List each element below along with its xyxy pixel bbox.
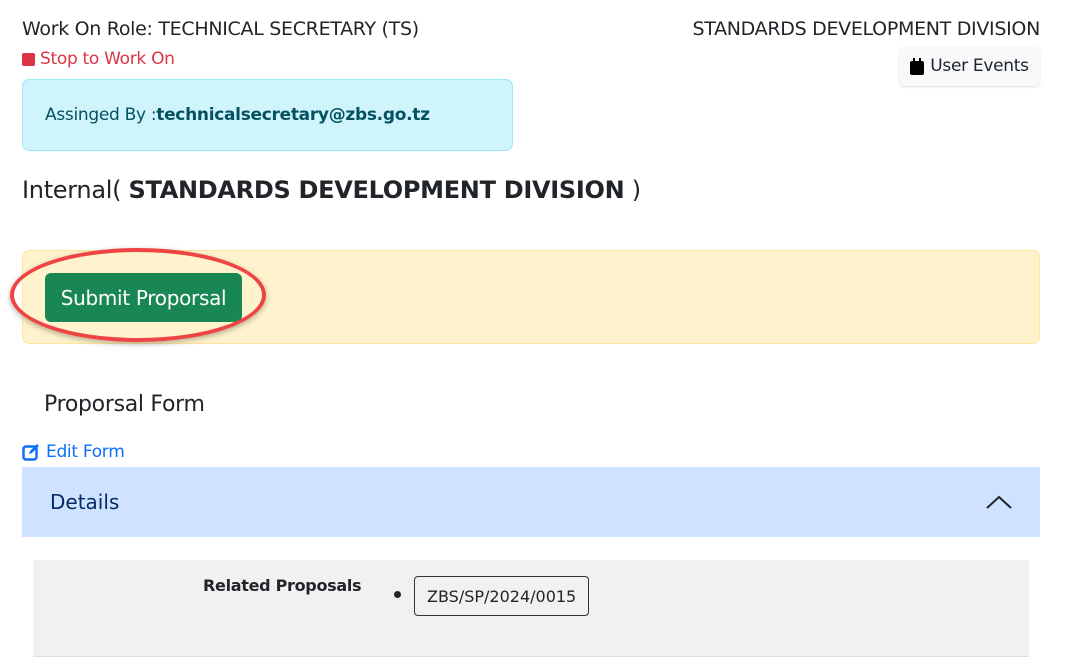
edit-form-link[interactable]: Edit Form <box>22 442 125 462</box>
user-events-button[interactable]: User Events <box>899 46 1040 86</box>
list-bullet <box>394 591 401 598</box>
stop-work-link[interactable]: Stop to Work On <box>22 49 175 69</box>
edit-form-label: Edit Form <box>46 442 125 462</box>
related-proposals-label: Related Proposals <box>203 576 362 595</box>
calendar-icon <box>910 57 925 75</box>
details-label: Details <box>50 490 120 514</box>
assigned-label: Assinged By : <box>45 105 157 125</box>
work-on-role: Work On Role: TECHNICAL SECRETARY (TS) <box>22 18 419 40</box>
details-accordion-header[interactable]: Details <box>22 467 1040 537</box>
internal-heading: Internal( STANDARDS DEVELOPMENT DIVISION… <box>22 176 641 204</box>
assigned-by-alert: Assinged By : technicalsecretary@zbs.go.… <box>22 79 513 151</box>
assigned-email: technicalsecretary@zbs.go.tz <box>156 105 430 125</box>
submit-proposal-button[interactable]: Submit Proporsal <box>45 273 242 322</box>
internal-suffix: ) <box>624 176 641 204</box>
related-proposal-item[interactable]: ZBS/SP/2024/0015 <box>414 576 590 616</box>
chevron-up-icon <box>986 495 1012 509</box>
edit-icon <box>22 444 39 461</box>
division-title: STANDARDS DEVELOPMENT DIVISION <box>692 18 1040 40</box>
form-title: Proporsal Form <box>44 392 205 417</box>
internal-prefix: Internal( <box>22 176 129 204</box>
stop-icon <box>22 52 35 66</box>
user-events-label: User Events <box>930 56 1029 76</box>
stop-label: Stop to Work On <box>40 49 175 69</box>
internal-division: STANDARDS DEVELOPMENT DIVISION <box>128 176 625 204</box>
